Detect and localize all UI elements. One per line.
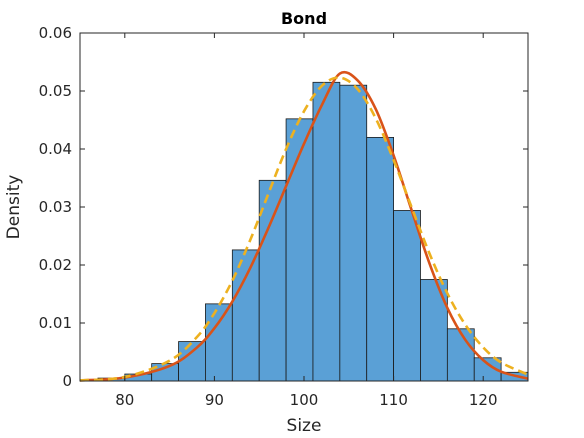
y-axis-label: Density bbox=[4, 175, 24, 240]
x-tick-label: 80 bbox=[115, 391, 134, 409]
histogram-bars bbox=[97, 81, 529, 382]
histogram-bar bbox=[393, 210, 421, 382]
histogram-bar bbox=[178, 341, 206, 382]
fit-curves bbox=[79, 70, 529, 382]
histogram-bar bbox=[420, 279, 448, 382]
chart-title: Bond bbox=[281, 9, 327, 28]
histogram-bar bbox=[205, 303, 233, 382]
x-tick-label: 110 bbox=[379, 391, 408, 409]
y-tick-label: 0.03 bbox=[39, 198, 72, 216]
x-axis-label: Size bbox=[287, 416, 322, 436]
y-tick-label: 0.05 bbox=[39, 82, 72, 100]
y-tick-label: 0.02 bbox=[39, 256, 72, 274]
y-tick-labels: 0 0.01 0.02 0.03 0.04 0.05 0.06 bbox=[39, 24, 72, 390]
histogram-bar bbox=[366, 136, 395, 382]
axis-ticks bbox=[80, 32, 528, 382]
y-tick-label: 0.06 bbox=[39, 24, 72, 42]
y-tick-label: 0.04 bbox=[39, 140, 72, 158]
histogram-bar bbox=[231, 249, 260, 382]
y-tick-label: 0.01 bbox=[39, 314, 72, 332]
solid-fit-line bbox=[79, 70, 529, 382]
x-tick-label: 100 bbox=[290, 391, 319, 409]
x-tick-label: 120 bbox=[469, 391, 498, 409]
histogram-bar bbox=[339, 84, 368, 382]
histogram-bar bbox=[285, 118, 314, 382]
histogram-bar bbox=[312, 81, 341, 382]
x-tick-label: 90 bbox=[205, 391, 224, 409]
histogram-bar bbox=[446, 328, 475, 382]
y-tick-label: 0 bbox=[62, 372, 72, 390]
dashed-fit-line bbox=[79, 76, 529, 382]
x-tick-labels: 80 90 100 110 120 bbox=[115, 391, 497, 409]
